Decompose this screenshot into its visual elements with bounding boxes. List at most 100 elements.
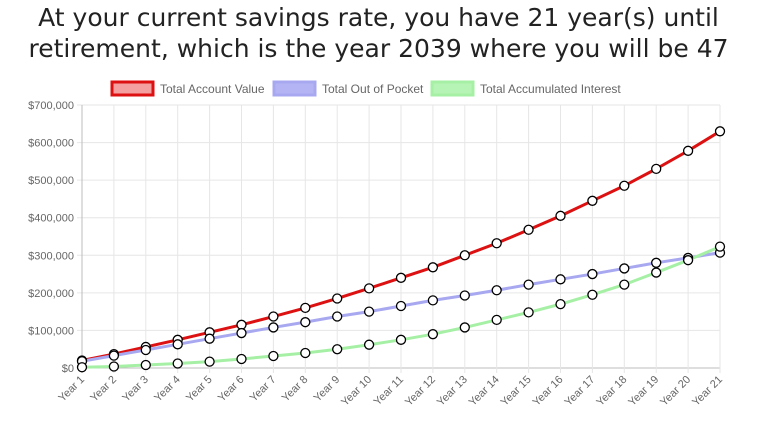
y-axis: $0 $100,000 $200,000 $300,000 $400,000 $500,0… [28,100,74,375]
legend-item-0[interactable]: Total Account Value [110,80,265,97]
data-point[interactable] [587,195,598,206]
x-tick-label: Year 6 [216,374,247,405]
legend: Total Account Value Total Out of Pocket To… [110,80,621,97]
x-tick-label: Year 5 [184,374,215,405]
data-point[interactable] [555,274,566,285]
data-point[interactable] [268,350,279,362]
x-tick-label: Year 16 [531,374,566,409]
data-point[interactable] [555,210,566,221]
x-tick-label: Year 20 [658,374,693,409]
data-point[interactable] [108,350,120,361]
data-point[interactable] [427,262,439,273]
x-tick-label: Year 15 [499,374,534,409]
data-point[interactable] [395,300,407,312]
data-point[interactable] [491,314,502,326]
data-point[interactable] [587,289,598,300]
chart-title: At your current savings rate, you have 2… [0,2,757,64]
legend-swatch [430,80,475,97]
data-point[interactable] [651,267,662,278]
data-point[interactable] [523,307,534,318]
data-point[interactable] [651,257,662,268]
y-tick-label: $500,000 [28,175,74,187]
data-point[interactable] [555,298,566,310]
data-point[interactable] [619,279,630,290]
x-tick-label: Year 10 [339,374,374,409]
data-point[interactable] [395,272,407,283]
data-point[interactable] [172,339,183,350]
data-point[interactable] [172,358,183,369]
data-point[interactable] [76,362,88,373]
x-tick-label: Year 19 [626,374,661,409]
data-point[interactable] [523,279,534,290]
legend-item-2[interactable]: Total Accumulated Interest [430,80,621,97]
chart-title-line-1: At your current savings rate, you have 2… [38,3,719,32]
data-point[interactable] [427,295,439,306]
data-point[interactable] [587,268,598,280]
x-tick-label: Year 8 [280,374,311,405]
x-tick-label: Year 1 [56,374,87,405]
y-tick-label: $0 [62,363,74,375]
data-point[interactable] [682,255,694,266]
x-tick-label: Year 12 [403,374,438,409]
x-tick-label: Year 2 [88,374,119,405]
gridlines [77,104,721,373]
data-point[interactable] [459,290,470,301]
data-point[interactable] [363,283,375,294]
data-point[interactable] [268,311,279,322]
data-point[interactable] [395,334,407,345]
data-point[interactable] [332,311,343,322]
legend-swatch [110,80,155,97]
series-group [76,126,726,373]
y-tick-label: $300,000 [28,250,74,262]
legend-label: Total Out of Pocket [322,82,424,96]
data-point[interactable] [204,356,215,367]
data-point[interactable] [714,241,726,252]
data-point[interactable] [491,238,502,249]
x-tick-label: Year 4 [152,374,183,405]
data-point[interactable] [459,250,470,261]
y-tick-label: $600,000 [28,138,74,150]
y-tick-label: $200,000 [28,288,74,300]
data-point[interactable] [714,126,726,137]
data-point[interactable] [491,285,502,296]
legend-item-1[interactable]: Total Out of Pocket [272,80,424,97]
data-point[interactable] [300,302,311,314]
data-point[interactable] [619,180,630,191]
data-point[interactable] [140,344,151,356]
data-point[interactable] [204,333,215,344]
x-tick-label: Year 18 [594,374,629,409]
legend-swatch [272,80,317,97]
data-point[interactable] [459,322,470,333]
data-point[interactable] [523,224,534,235]
data-point[interactable] [268,322,279,333]
x-tick-label: Year 14 [467,374,502,409]
data-point[interactable] [108,361,120,372]
x-tick-label: Year 7 [248,374,279,405]
legend-label: Total Accumulated Interest [480,82,621,96]
data-point[interactable] [236,353,247,365]
data-point[interactable] [682,145,694,156]
x-tick-label: Year 17 [562,374,597,409]
data-point[interactable] [300,317,311,328]
data-point[interactable] [427,329,439,340]
legend-label: Total Account Value [160,82,265,96]
y-tick-label: $100,000 [28,325,74,337]
x-tick-label: Year 11 [372,374,406,408]
data-point[interactable] [332,344,343,355]
data-point[interactable] [140,359,151,371]
data-point[interactable] [332,293,343,304]
x-tick-label: Year 9 [312,374,343,405]
data-point[interactable] [651,163,662,175]
x-tick-label: Year 3 [120,374,151,405]
y-tick-label: $400,000 [28,213,74,225]
chart-title-line-2: retirement, which is the year 2039 where… [28,34,729,63]
data-point[interactable] [363,306,375,317]
data-point[interactable] [619,263,630,274]
data-point[interactable] [300,347,311,359]
data-point[interactable] [363,339,375,350]
x-axis: Year 1 Year 2 Year 3 Year 4 Year 5 Year 6 Year… [56,374,725,409]
x-tick-label: Year 13 [435,374,470,409]
data-point[interactable] [236,327,247,339]
x-tick-label: Year 21 [690,374,725,409]
